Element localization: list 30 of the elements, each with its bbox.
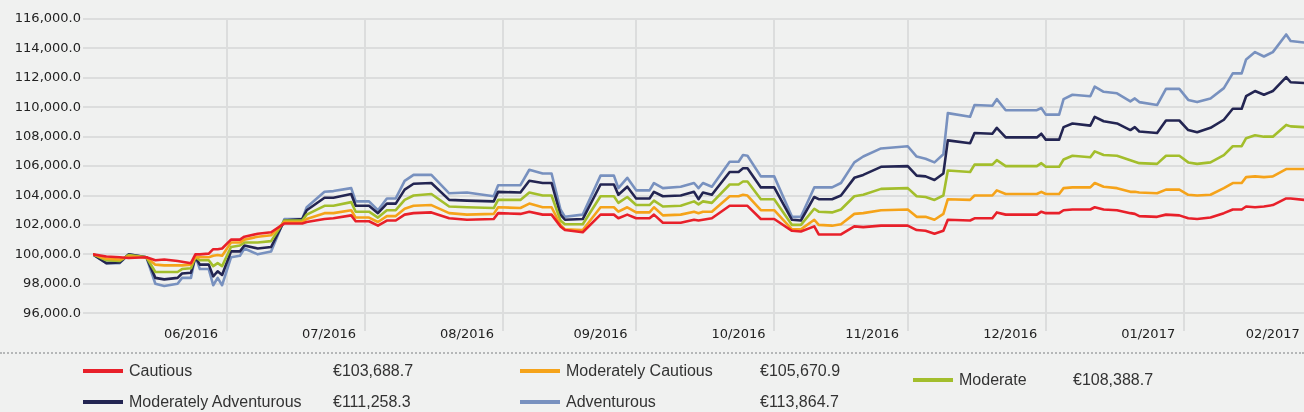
text: €108,388.7	[1073, 371, 1154, 389]
legend-label: Moderate	[959, 371, 1027, 389]
y-tick-label: 110,000.0	[14, 98, 81, 114]
legend-label: Moderately Cautious	[566, 362, 713, 380]
text: €113,864.7	[760, 393, 839, 411]
y-tick-label: 114,000.0	[14, 39, 81, 55]
x-tick-label: 09/2016	[573, 326, 628, 342]
y-tick-label: 106,000.0	[14, 157, 81, 173]
y-tick-label: 112,000.0	[14, 69, 81, 85]
x-tick-label: 08/2016	[439, 326, 494, 342]
x-tick-label: 02/2017	[1245, 326, 1300, 342]
text: €105,670.9	[760, 362, 841, 380]
y-tick-label: 98,000.0	[23, 275, 81, 291]
y-tick-label: 108,000.0	[14, 128, 81, 144]
legend-label: Cautious	[129, 362, 193, 380]
y-tick-label: 96,000.0	[23, 304, 81, 320]
x-tick-label: 10/2016	[711, 326, 766, 342]
legend-label: Adventurous	[566, 393, 656, 411]
legend-label: Moderately Adventurous	[129, 393, 302, 411]
x-tick-label: 11/2016	[845, 326, 900, 342]
y-tick-label: 100,000.0	[14, 245, 81, 261]
x-tick-label: 06/2016	[163, 326, 218, 342]
x-tick-label: 07/2016	[301, 326, 356, 342]
y-tick-label: 104,000.0	[14, 186, 81, 202]
text: €103,688.7	[333, 362, 414, 380]
y-tick-label: 102,000.0	[14, 216, 81, 232]
text: €111,258.3	[333, 393, 411, 411]
x-tick-label: 01/2017	[1121, 326, 1176, 342]
y-tick-label: 116,000.0	[14, 10, 81, 26]
x-tick-label: 12/2016	[983, 326, 1038, 342]
